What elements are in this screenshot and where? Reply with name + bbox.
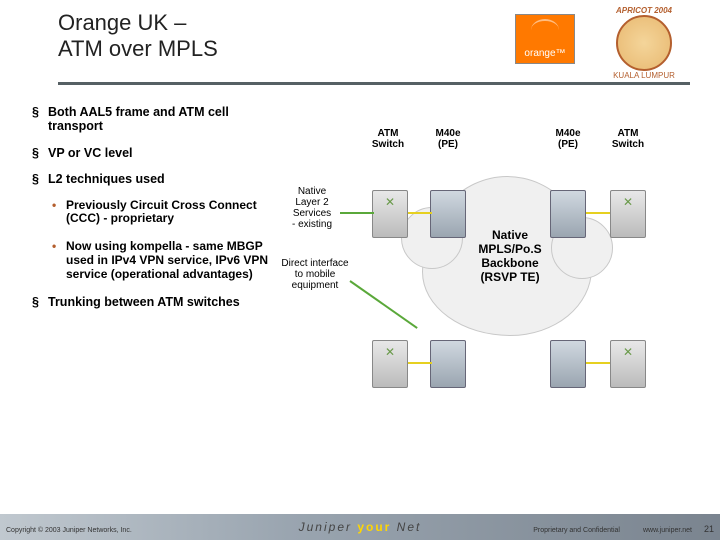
- orange-logo: orange™: [515, 14, 575, 64]
- apricot-logo: APRICOT 2004 KUALA LUMPUR: [594, 6, 694, 80]
- bullet-1: §Both AAL5 frame and ATM cell transport: [32, 105, 277, 134]
- orange-logo-text: orange™: [524, 48, 565, 59]
- page-number: 21: [704, 524, 714, 534]
- apricot-bottom: KUALA LUMPUR: [594, 71, 694, 80]
- router-bot-right: [550, 340, 586, 388]
- arrow-direct-bot-left: [349, 280, 417, 329]
- label-m40e-right: M40e (PE): [546, 128, 590, 150]
- arrow-atm-to-router-tl: [408, 212, 432, 214]
- arrow-router-to-atm-tr: [586, 212, 610, 214]
- slide-title: Orange UK – ATM over MPLS: [58, 10, 218, 62]
- title-line1: Orange UK –: [58, 10, 218, 36]
- title-line2: ATM over MPLS: [58, 36, 218, 62]
- arrow-router-to-atm-br: [586, 362, 610, 364]
- proprietary-text: Proprietary and Confidential: [533, 527, 620, 534]
- network-diagram: ATM Switch M40e (PE) M40e (PE) ATM Switc…: [290, 150, 710, 450]
- arrow-native-top-left: [340, 212, 374, 214]
- atm-switch-top-left: [372, 190, 408, 238]
- title-underline: [58, 82, 690, 85]
- bullet-3: §L2 techniques used: [32, 172, 277, 186]
- bullet-3b: •Now using kompella - same MBGP used in …: [52, 240, 277, 281]
- bullet-list: §Both AAL5 frame and ATM cell transport …: [32, 105, 277, 322]
- bullet-2: §VP or VC level: [32, 146, 277, 160]
- bullet-3a: •Previously Circuit Cross Connect (CCC) …: [52, 199, 277, 227]
- url-text: www.juniper.net: [643, 527, 692, 534]
- footer: Copyright © 2003 Juniper Networks, Inc. …: [0, 500, 720, 540]
- juniper-brand: Juniper your Net: [299, 520, 422, 534]
- bullet-4: §Trunking between ATM switches: [32, 295, 277, 309]
- copyright-text: Copyright © 2003 Juniper Networks, Inc.: [6, 527, 132, 534]
- atm-switch-bot-left: [372, 340, 408, 388]
- apricot-circle-icon: [616, 15, 672, 71]
- label-atm-switch-right: ATM Switch: [606, 128, 650, 150]
- arrow-atm-to-router-bl: [408, 362, 432, 364]
- atm-switch-top-right: [610, 190, 646, 238]
- router-bot-left: [430, 340, 466, 388]
- label-m40e-left: M40e (PE): [426, 128, 470, 150]
- label-atm-switch-left: ATM Switch: [366, 128, 410, 150]
- atm-switch-bot-right: [610, 340, 646, 388]
- annotation-native-l2: Native Layer 2 Services - existing: [282, 186, 342, 230]
- cloud-label: Native MPLS/Po.S Backbone (RSVP TE): [440, 228, 580, 284]
- annotation-direct-interface: Direct interface to mobile equipment: [270, 258, 360, 291]
- apricot-top: APRICOT 2004: [594, 6, 694, 15]
